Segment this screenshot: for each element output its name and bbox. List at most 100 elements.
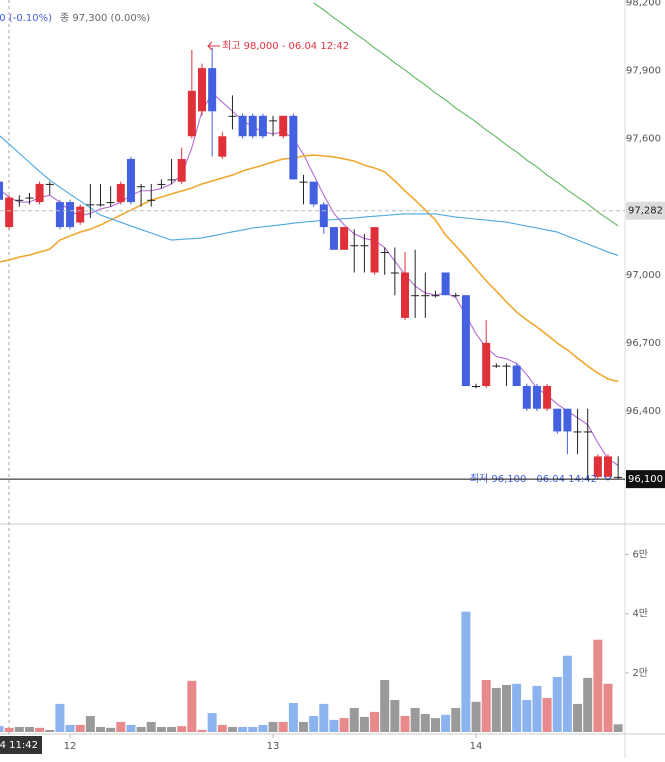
candle-body	[76, 206, 85, 223]
volume-bar	[217, 724, 227, 732]
volume-bar	[106, 727, 116, 732]
candle-body	[96, 204, 105, 206]
volume-bar	[441, 714, 451, 732]
volume-bar	[329, 719, 339, 732]
candle-body	[289, 115, 298, 180]
volume-bar	[258, 724, 268, 732]
last-label: 96,100	[628, 474, 663, 485]
candle-body	[106, 202, 115, 204]
candle-body	[319, 204, 328, 228]
candle-body	[390, 272, 399, 274]
volume-bar	[288, 703, 298, 732]
x-tick-label: 13	[267, 741, 280, 752]
candle-body	[593, 456, 602, 477]
volume-bar	[126, 724, 136, 732]
y-tick-label: 97,600	[626, 134, 661, 145]
volume-bar	[65, 724, 75, 732]
moving-average	[0, 135, 619, 256]
volume-bar	[96, 726, 105, 732]
candle-body	[532, 386, 541, 409]
moving-average	[313, 2, 619, 227]
candle-body	[25, 197, 34, 199]
volume-bar	[136, 726, 146, 732]
volume-bar	[390, 700, 400, 732]
volume-bar	[370, 711, 380, 732]
candle-body	[55, 202, 64, 228]
candle-body	[401, 272, 409, 318]
y-tick-label: 6만	[632, 549, 648, 561]
volume-bar	[410, 708, 420, 732]
volume-bar	[319, 703, 329, 732]
volume-bar	[532, 685, 542, 732]
candle-body	[340, 227, 349, 250]
candle-body	[198, 68, 206, 112]
candle-body	[187, 90, 196, 137]
candle-body	[5, 197, 14, 228]
volume-bar	[146, 721, 156, 732]
candle-body	[604, 456, 612, 477]
candle-body	[45, 183, 54, 185]
volume-bar	[227, 726, 237, 732]
volume-bar	[14, 726, 24, 732]
candle-body	[451, 295, 460, 297]
volume-bar	[512, 683, 522, 732]
crosshair-label: 06.04 11:42	[0, 740, 38, 751]
volume-bar	[116, 721, 126, 732]
volume-bar	[562, 655, 572, 732]
volume-bar	[461, 611, 471, 732]
volume-bar	[55, 703, 65, 732]
candle-body	[329, 227, 338, 250]
volume-bar	[187, 680, 197, 732]
volume-bar	[451, 708, 461, 732]
volume-bar	[156, 726, 166, 732]
candle-body	[279, 115, 288, 137]
candle-body	[299, 181, 308, 183]
candle-body	[350, 245, 359, 247]
candle-body	[522, 386, 531, 409]
candle-body	[309, 181, 318, 205]
candle-body	[238, 115, 247, 137]
ref-label-box	[626, 201, 665, 220]
candle-body	[360, 245, 369, 247]
candle-body	[563, 408, 572, 432]
candle-body	[512, 365, 521, 387]
moving-average	[0, 154, 619, 383]
candle-body	[0, 181, 3, 200]
volume-bar	[177, 726, 187, 732]
candle-body	[411, 295, 420, 297]
volume-bar	[248, 726, 258, 732]
volume-bar	[471, 701, 481, 732]
candle-body	[380, 252, 389, 254]
y-tick-label: 97,000	[626, 270, 661, 281]
candle-body	[269, 120, 278, 122]
y-tick-label: 4만	[632, 608, 648, 620]
close-label: 종 97,300 (0.00%)	[60, 12, 150, 24]
volume-bar	[552, 676, 562, 732]
candle-body	[492, 365, 501, 367]
y-tick-label: 2만	[632, 667, 648, 679]
candle-body	[461, 295, 470, 387]
candle-body	[167, 179, 176, 181]
candle-body	[573, 431, 582, 433]
volume-bar	[45, 729, 55, 732]
volume-bar	[75, 724, 85, 732]
high-arrow-head	[207, 41, 213, 51]
change-label: 0 (-0.10%)	[0, 13, 52, 24]
volume-bar	[309, 716, 319, 732]
y-tick-label: 96,400	[626, 406, 661, 417]
volume-bar	[339, 718, 349, 732]
candle-body	[208, 68, 217, 112]
volume-bar	[420, 713, 430, 732]
volume-bar	[491, 687, 501, 732]
candle-body	[441, 272, 450, 296]
volume-bar	[542, 697, 552, 732]
volume-bar	[502, 684, 511, 732]
price-pane	[0, 2, 623, 480]
ref-label: 97,282	[628, 206, 663, 217]
candle-body	[66, 202, 75, 228]
volume-bar	[278, 721, 288, 732]
candle-body	[116, 183, 125, 203]
candle-body	[472, 386, 481, 388]
volume-bar	[481, 679, 491, 732]
moving-average	[0, 92, 619, 466]
